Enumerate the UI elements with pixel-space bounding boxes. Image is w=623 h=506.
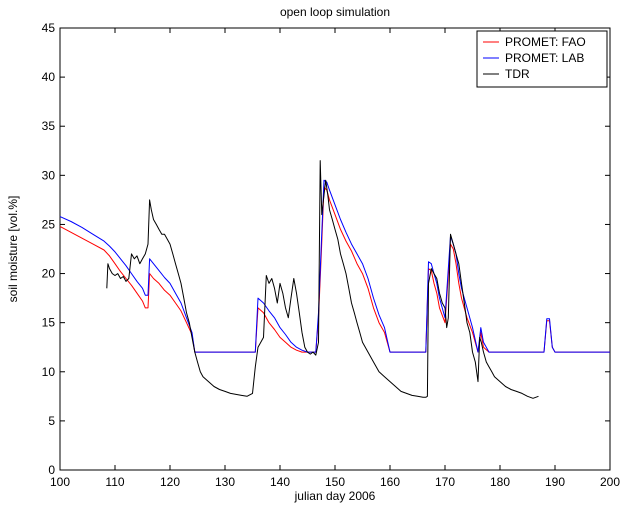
legend: PROMET: FAO PROMET: LAB TDR	[476, 30, 608, 88]
legend-label: PROMET: LAB	[505, 51, 584, 65]
legend-label: PROMET: FAO	[505, 35, 586, 49]
y-tick-label: 20	[42, 267, 56, 281]
x-tick-label: 190	[545, 475, 565, 489]
x-tick-label: 120	[160, 475, 180, 489]
x-tick-label: 180	[490, 475, 510, 489]
series-line-tdr	[106, 160, 539, 399]
plot-area	[59, 160, 610, 399]
x-tick-label: 200	[600, 475, 620, 489]
x-tick-label: 160	[380, 475, 400, 489]
series-line-promet-fao	[59, 186, 610, 353]
x-axis-label: julian day 2006	[294, 489, 376, 503]
y-tick-label: 10	[42, 365, 56, 379]
y-tick-label: 5	[48, 414, 55, 428]
x-tick-label: 150	[325, 475, 345, 489]
y-tick-label: 30	[42, 168, 56, 182]
legend-box	[476, 30, 608, 88]
x-tick-label: 130	[215, 475, 235, 489]
y-tick-label: 25	[42, 217, 56, 231]
axes: 100 110 120 130 140 150 160 170 180 190 200 0 5 10 15 2…	[42, 21, 621, 489]
y-tick-label: 0	[48, 463, 55, 477]
x-tick-label: 110	[105, 475, 124, 489]
legend-label: TDR	[505, 67, 530, 81]
chart-title: open loop simulation	[280, 5, 390, 19]
y-tick-label: 40	[42, 70, 56, 84]
y-tick-label: 45	[42, 21, 56, 35]
x-tick-label: 100	[50, 475, 70, 489]
y-tick-label: 35	[42, 119, 56, 133]
y-tick-label: 15	[42, 316, 56, 330]
x-tick-label: 170	[435, 475, 455, 489]
x-tick-label: 140	[270, 475, 290, 489]
y-axis-label: soil moisture [vol.%]	[6, 196, 20, 303]
